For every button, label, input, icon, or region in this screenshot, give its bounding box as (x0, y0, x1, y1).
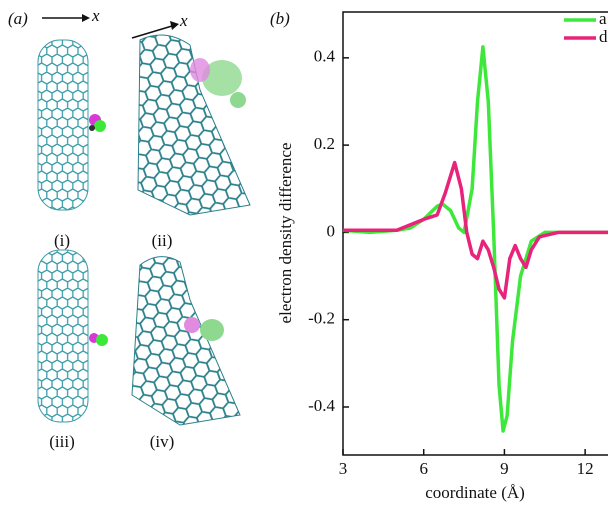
x-tick-label: 3 (339, 459, 348, 478)
legend-label: d (599, 27, 608, 46)
panel-label: (a) (8, 9, 28, 28)
axis-frame (342, 11, 608, 456)
subfigure-label: (i) (54, 231, 70, 250)
subfigure-label: (ii) (152, 231, 173, 250)
y-tick-label: 0.4 (314, 47, 336, 66)
data-line (343, 160, 608, 300)
x-axis-label: coordinate (Å) (425, 483, 525, 502)
arrow-head (82, 14, 90, 22)
subfigure-label: (iii) (49, 432, 75, 451)
axis-label: x (91, 6, 100, 25)
axis-label: x (179, 11, 188, 30)
arrow-head (170, 21, 179, 30)
nanotube (37, 39, 89, 211)
panel-label: (b) (270, 9, 290, 28)
nanotube (37, 249, 89, 423)
panel-a: (a) x x (i) (ii) (iii) (iv) (8, 6, 251, 451)
subfigure-label: (iv) (150, 432, 175, 451)
molecule (89, 58, 246, 346)
legend-label: a (599, 9, 607, 28)
y-tick-label: 0.2 (314, 134, 335, 153)
y-tick-label: -0.2 (308, 309, 335, 328)
x-tick-label: 12 (577, 459, 594, 478)
y-tick-label: 0 (327, 221, 336, 240)
chart: (b) coordinate (Å) electron density diff… (270, 9, 608, 502)
nanotube (131, 256, 241, 426)
x-tick-label: 6 (419, 459, 428, 478)
x-tick-label: 9 (500, 459, 509, 478)
y-tick-label: -0.4 (308, 396, 335, 415)
y-axis-label: electron density difference (276, 143, 295, 324)
axis-arrow (131, 25, 173, 39)
nanotube (137, 34, 251, 216)
data-line (342, 45, 608, 433)
